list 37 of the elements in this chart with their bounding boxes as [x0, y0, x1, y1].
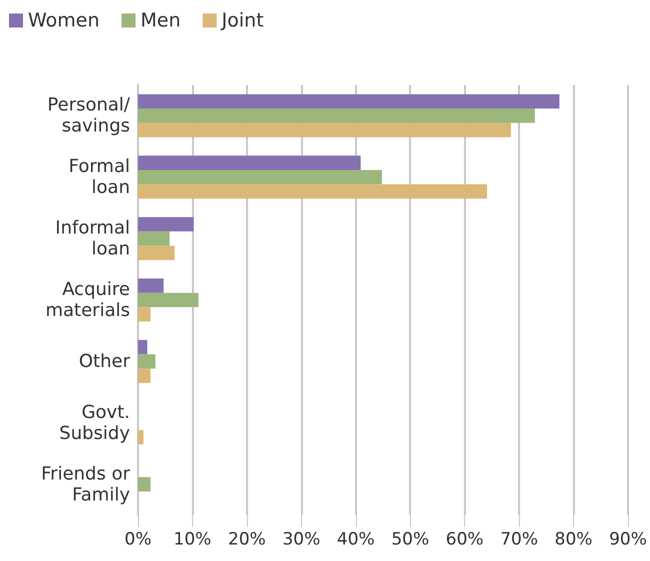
bar — [138, 170, 382, 184]
x-tick-label: 50% — [391, 530, 430, 550]
x-tick-label: 20% — [228, 530, 266, 550]
bar — [138, 156, 361, 170]
legend-label: Men — [140, 10, 181, 32]
bar — [138, 278, 164, 293]
bar — [138, 94, 560, 109]
bar — [138, 231, 170, 246]
legend-label: Women — [28, 10, 100, 32]
y-tick-label: Formal loan — [68, 156, 130, 198]
bar — [138, 108, 535, 123]
y-tick-label: Acquire materials — [45, 279, 130, 321]
bar — [138, 354, 156, 369]
bar — [138, 217, 194, 232]
x-tick-label: 60% — [446, 530, 484, 550]
x-tick-label: 80% — [554, 530, 592, 550]
legend-label: Joint — [220, 10, 264, 32]
bar — [138, 340, 148, 354]
x-tick-label: 70% — [500, 530, 538, 550]
bar — [138, 368, 151, 383]
bar — [138, 430, 144, 444]
bar — [138, 184, 487, 199]
bar — [138, 477, 151, 492]
bar — [138, 307, 151, 322]
y-tick-label: Govt. Subsidy — [59, 402, 130, 444]
y-tick-label: Informal loan — [55, 218, 130, 260]
x-tick-label: 10% — [174, 530, 212, 550]
bar — [138, 122, 511, 138]
y-tick-label: Personal/ savings — [47, 94, 131, 137]
x-tick-label: 40% — [336, 530, 375, 550]
x-tick-label: 30% — [282, 530, 320, 550]
bar — [138, 246, 174, 260]
y-tick-label: Friends or Family — [41, 463, 131, 506]
bar — [138, 292, 198, 308]
x-tick-label: 90% — [609, 530, 647, 550]
x-tick-label: 0% — [124, 530, 152, 550]
y-tick-label: Other — [78, 350, 131, 372]
